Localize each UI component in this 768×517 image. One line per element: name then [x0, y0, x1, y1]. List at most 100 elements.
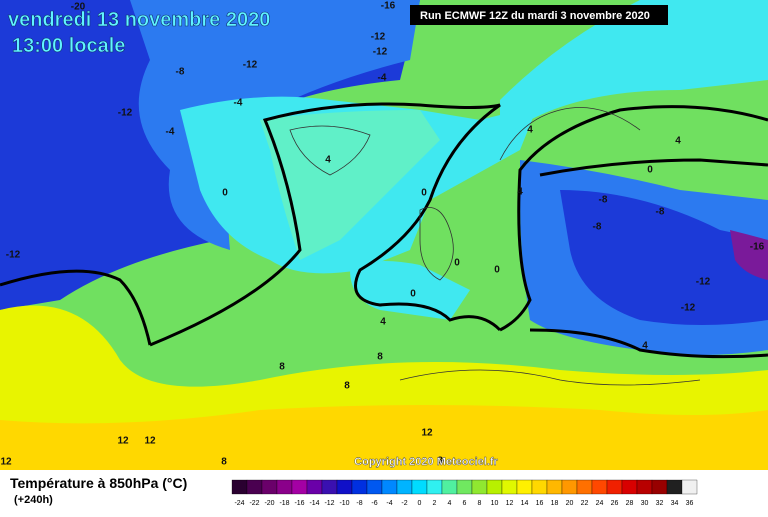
- color-swatch: [516, 479, 533, 495]
- scale-label: -8: [356, 500, 362, 507]
- contour-label: -20: [71, 2, 86, 13]
- scale-label: 4: [448, 500, 452, 507]
- contour-label: 0: [222, 188, 228, 199]
- scale-label: -6: [371, 500, 377, 507]
- contour-label: -12: [696, 277, 711, 288]
- map-background: [0, 0, 768, 470]
- contour-label: 12: [144, 436, 156, 447]
- color-swatch: [531, 479, 548, 495]
- contour-label: -12: [243, 60, 258, 71]
- coastlines: [289, 107, 701, 386]
- contour-label: 4: [517, 187, 523, 198]
- zero-isotherm: [0, 102, 768, 359]
- contour-label: 8: [221, 457, 227, 468]
- scale-label: 30: [641, 500, 649, 507]
- contour-label: 4: [380, 317, 386, 328]
- color-swatch: [576, 479, 593, 495]
- scale-label: -24: [234, 500, 244, 507]
- scale-label: 10: [491, 500, 499, 507]
- color-swatch: [636, 479, 653, 495]
- scale-label: 16: [536, 500, 544, 507]
- color-swatch: [306, 479, 323, 495]
- scale-label: -18: [279, 500, 289, 507]
- contour-label: 8: [344, 381, 350, 392]
- color-swatch: [321, 479, 338, 495]
- scale-label: -20: [264, 500, 274, 507]
- scale-label: 6: [463, 500, 467, 507]
- colorbar: -24 -22 -20 -18 -16 -14 -12 -10 -8 -6 -4 -2 0 2 4 6 8 10 1…: [231, 479, 698, 507]
- scale-label: 20: [566, 500, 574, 507]
- contour-label: -16: [381, 1, 396, 12]
- contour-label: 0: [454, 258, 460, 269]
- contour-label: -8: [176, 67, 185, 78]
- color-swatch: [501, 479, 518, 495]
- contour-label: -8: [656, 207, 665, 218]
- scale-label: 34: [671, 500, 679, 507]
- color-swatch: [651, 479, 668, 495]
- color-swatch: [261, 479, 278, 495]
- subtitle: 13:00 locale: [12, 35, 125, 57]
- scale-label: 0: [418, 500, 422, 507]
- color-swatch: [471, 479, 488, 495]
- color-swatch: [621, 479, 638, 495]
- run-label: Run ECMWF 12Z du mardi 3 novembre 2020: [420, 10, 650, 22]
- scale-label: -10: [339, 500, 349, 507]
- scale-label: 12: [506, 500, 514, 507]
- scale-label: -14: [309, 500, 319, 507]
- run-box: [410, 5, 668, 25]
- contour-label: 0: [494, 265, 500, 276]
- color-swatch: [456, 479, 473, 495]
- contour-label: 4: [527, 125, 533, 136]
- contour-label: 4: [675, 136, 681, 147]
- color-swatch: [591, 479, 608, 495]
- contour-label: 4: [642, 341, 648, 352]
- contour-label: 0: [647, 165, 653, 176]
- copyright: Copyright 2020 Meteociel.fr: [354, 456, 498, 468]
- scale-label: 2: [433, 500, 437, 507]
- scale-label: 32: [656, 500, 664, 507]
- color-swatch: [561, 479, 578, 495]
- contour-label: -12: [373, 47, 388, 58]
- scale-label: 22: [581, 500, 589, 507]
- color-swatch: [231, 479, 248, 495]
- color-swatch: [276, 479, 293, 495]
- contour-label: -8: [593, 222, 602, 233]
- title: vendredi 13 novembre 2020: [8, 9, 270, 31]
- color-swatch: [681, 479, 698, 495]
- scale-label: 26: [611, 500, 619, 507]
- color-swatch: [396, 479, 413, 495]
- color-swatch: [336, 479, 353, 495]
- color-swatch: [381, 479, 398, 495]
- scale-label: -4: [386, 500, 392, 507]
- scale-label: -12: [324, 500, 334, 507]
- contour-label: 8: [377, 352, 383, 363]
- contour-label: -12: [118, 108, 133, 119]
- color-swatch: [486, 479, 503, 495]
- contour-label: -12: [371, 32, 386, 43]
- contour-label: -12: [6, 250, 21, 261]
- color-swatch: [606, 479, 623, 495]
- legend-lead: (+240h): [14, 494, 53, 506]
- contour-label: 0: [410, 289, 416, 300]
- color-swatch: [351, 479, 368, 495]
- contour-label: -8: [599, 195, 608, 206]
- color-swatch: [666, 479, 683, 495]
- scale-label: -22: [249, 500, 259, 507]
- color-swatch: [426, 479, 443, 495]
- contour-label: -12: [681, 303, 696, 314]
- contour-label: 0: [421, 188, 427, 199]
- color-swatch: [366, 479, 383, 495]
- contour-label: 8: [279, 362, 285, 373]
- contour-label: -16: [750, 242, 765, 253]
- contour-label: 12: [421, 428, 433, 439]
- scale-label: 24: [596, 500, 604, 507]
- contour-label: 4: [325, 155, 331, 166]
- scale-label: -16: [294, 500, 304, 507]
- scale-label: 14: [521, 500, 529, 507]
- color-swatch: [411, 479, 428, 495]
- contour-label: -4: [378, 73, 387, 84]
- contour-label: 12: [0, 457, 12, 468]
- scale-label: 28: [626, 500, 634, 507]
